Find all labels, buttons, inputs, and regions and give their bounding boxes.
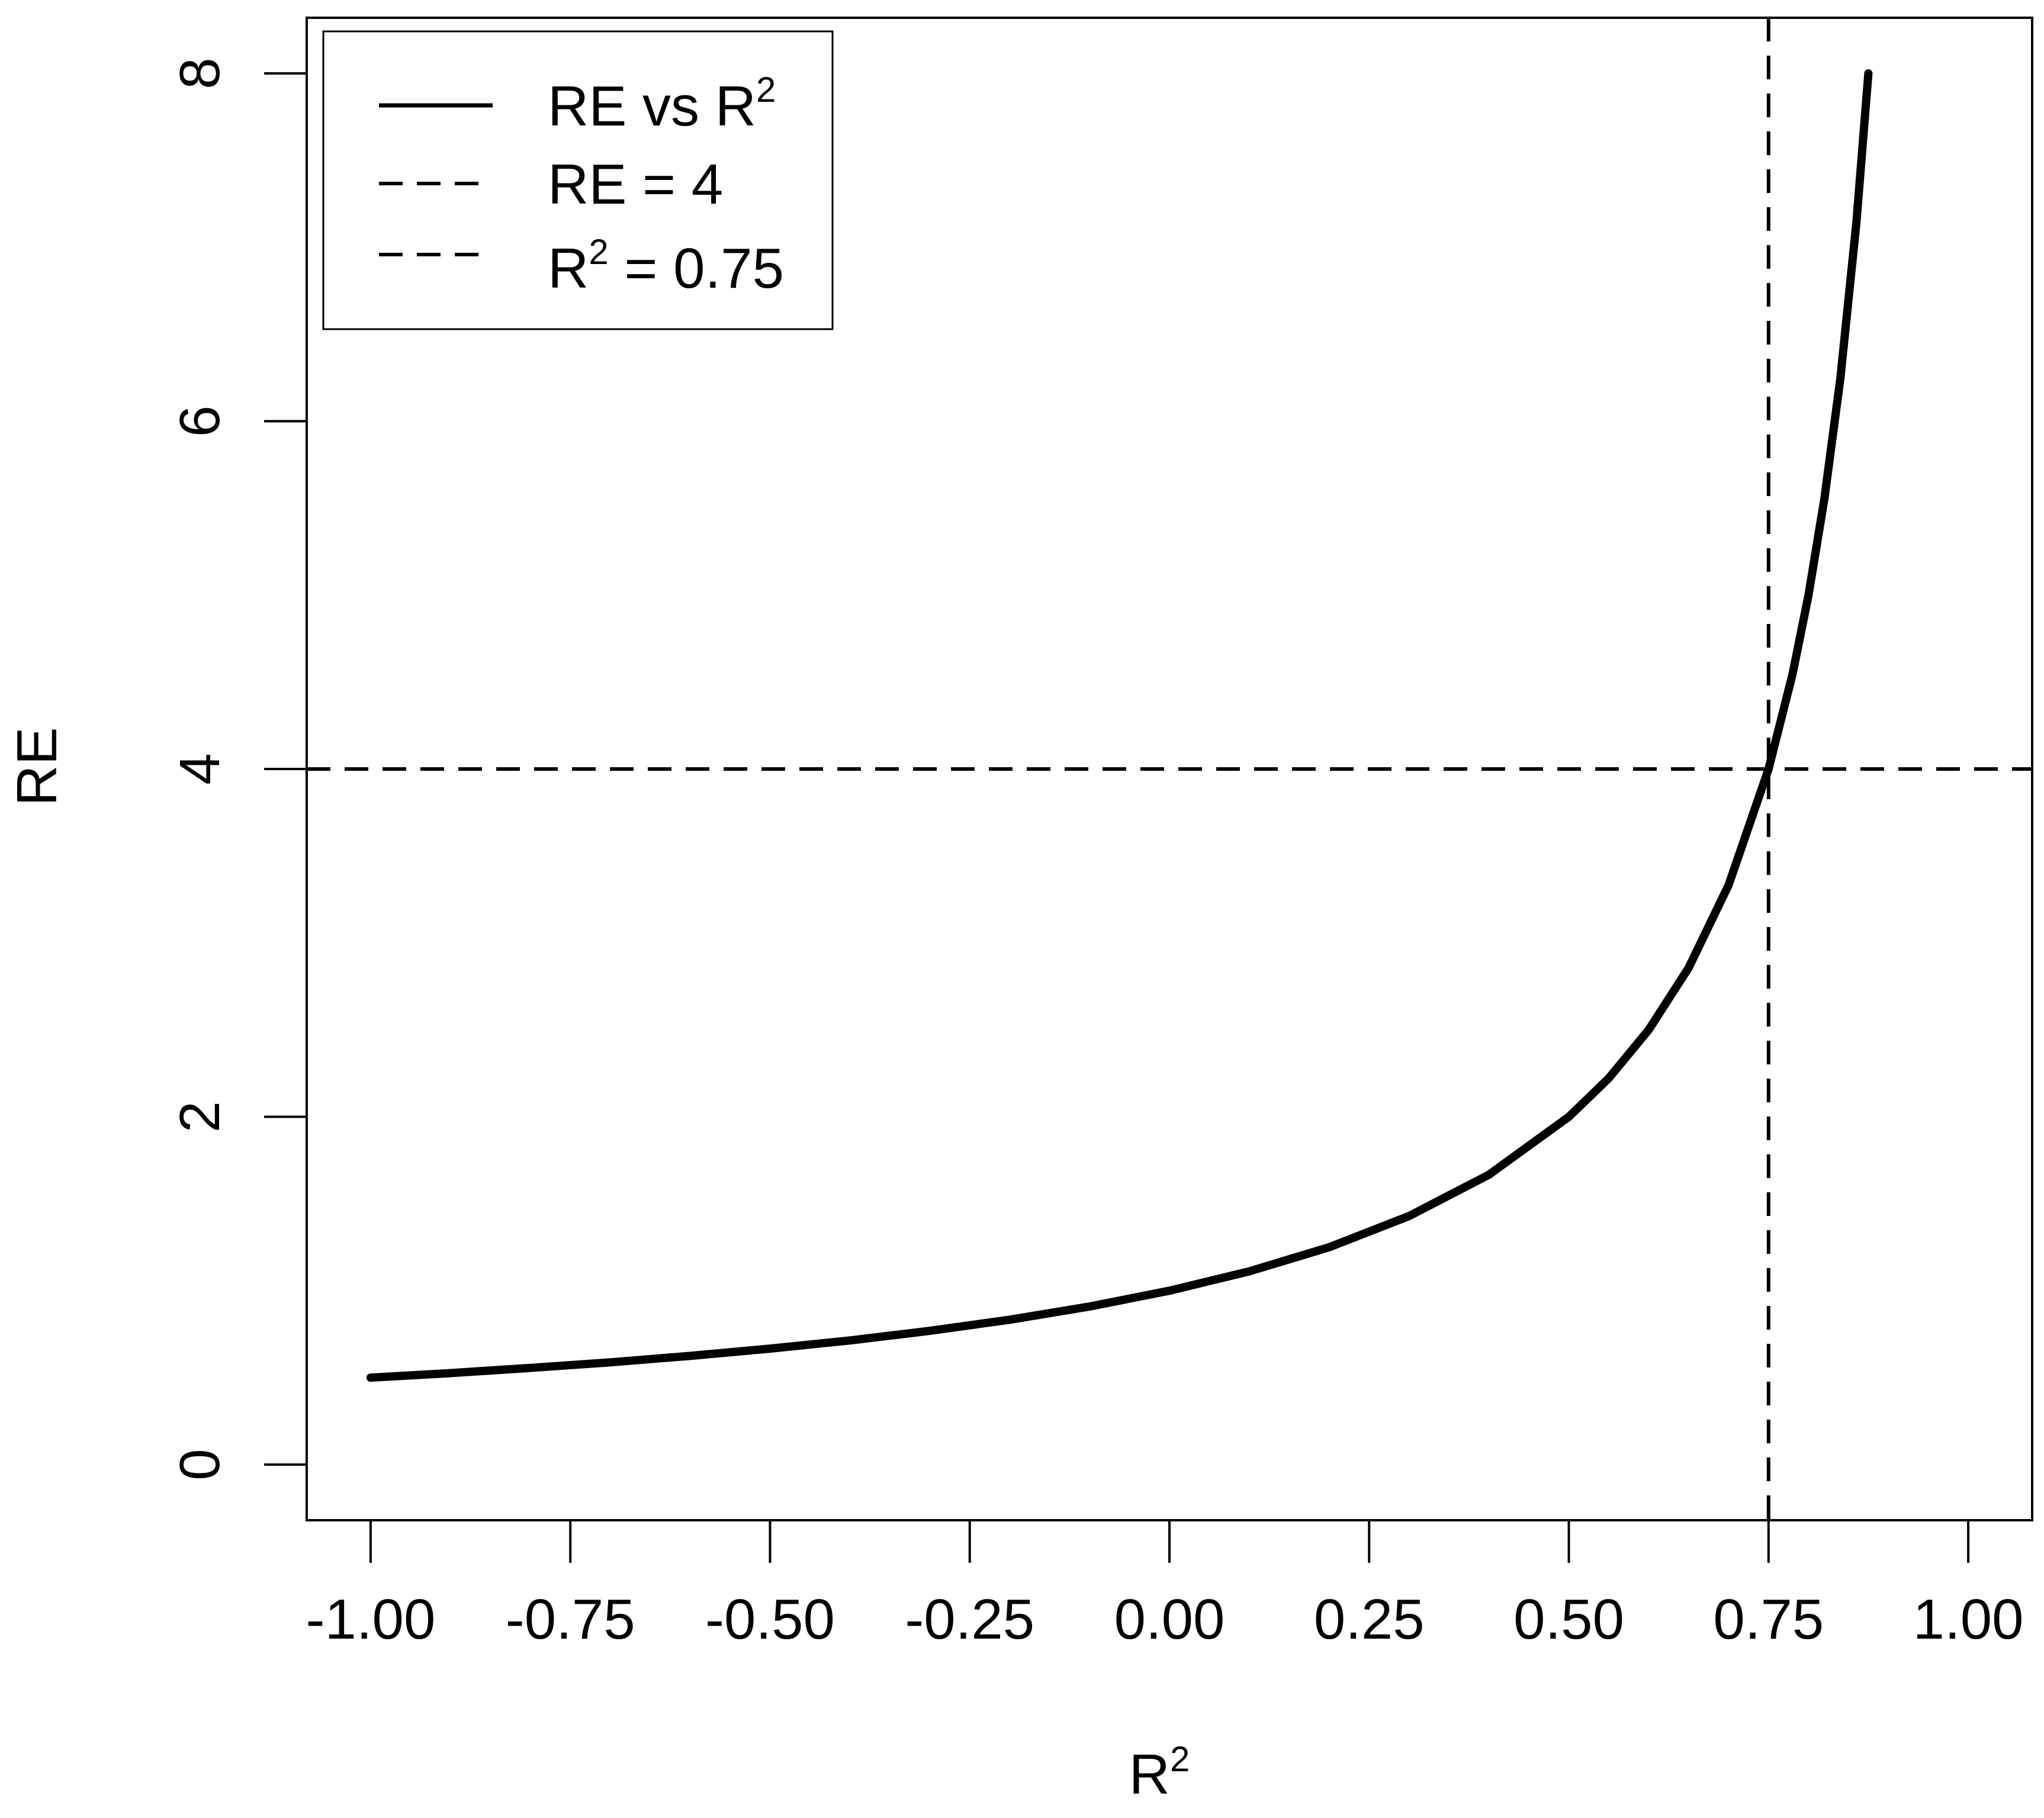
y-axis: 0 2 4 6 8 bbox=[168, 57, 307, 1481]
y-tick-label: 6 bbox=[168, 406, 232, 437]
y-tick-label: 8 bbox=[168, 57, 232, 89]
legend-label-r2-075: R2 = 0.75 bbox=[548, 232, 784, 300]
x-axis: -1.00 -0.75 -0.50 -0.25 0.00 0.25 0.50 0.75 1.00 bbox=[306, 1520, 2024, 1651]
y-tick-label: 0 bbox=[168, 1449, 232, 1480]
x-tick-label: -0.25 bbox=[905, 1588, 1034, 1651]
x-tick-label: -0.50 bbox=[705, 1588, 835, 1651]
y-axis-title: RE bbox=[5, 727, 69, 806]
series-line-0 bbox=[366, 69, 1873, 1382]
legend-label-re-4: RE = 4 bbox=[548, 153, 723, 216]
x-tick-label: 0.50 bbox=[1513, 1588, 1624, 1651]
plot-frame bbox=[306, 17, 2033, 1521]
x-tick-label: 0.75 bbox=[1713, 1588, 1824, 1651]
x-tick-label: 0.00 bbox=[1114, 1588, 1225, 1651]
x-tick-label: 0.25 bbox=[1314, 1588, 1425, 1651]
x-tick-label: -0.75 bbox=[506, 1588, 635, 1651]
legend: RE vs R2 RE = 4 R2 = 0.75 bbox=[322, 30, 834, 330]
y-tick-label: 2 bbox=[168, 1101, 232, 1132]
legend-label-series: RE vs R2 bbox=[548, 70, 776, 138]
x-tick-label: 1.00 bbox=[1913, 1588, 2024, 1651]
chart-marks bbox=[307, 18, 2032, 1520]
legend-box bbox=[322, 30, 834, 330]
x-tick-label: -1.00 bbox=[306, 1588, 436, 1651]
x-axis-title: R2 bbox=[1129, 1739, 1190, 1806]
y-tick-label: 4 bbox=[168, 753, 232, 784]
